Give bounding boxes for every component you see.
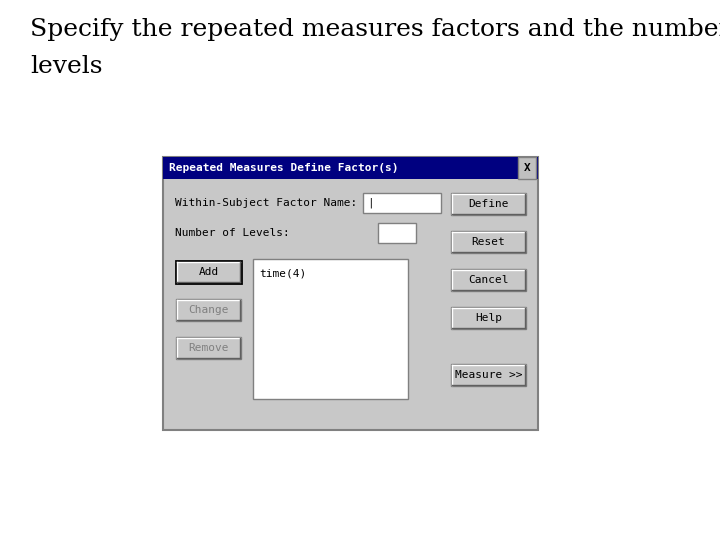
Text: time(4): time(4)	[259, 269, 306, 279]
Text: Specify the repeated measures factors and the number of: Specify the repeated measures factors an…	[30, 18, 720, 41]
Text: levels: levels	[30, 55, 102, 78]
Text: Within-Subject Factor Name:: Within-Subject Factor Name:	[175, 198, 357, 208]
Bar	[451, 231, 526, 253]
Text: Cancel: Cancel	[468, 275, 509, 285]
Text: Remove: Remove	[188, 343, 229, 353]
Text: Define: Define	[468, 199, 509, 209]
Text: Measure >>: Measure >>	[455, 370, 522, 380]
Text: X: X	[523, 163, 531, 173]
Text: Number of Levels:: Number of Levels:	[175, 228, 289, 238]
Bar	[253, 259, 408, 399]
Text: Help: Help	[475, 313, 502, 323]
Bar	[378, 223, 416, 243]
Bar	[451, 364, 526, 386]
Bar	[518, 157, 536, 179]
Bar	[163, 157, 538, 179]
Text: |: |	[367, 198, 374, 208]
Text: Repeated Measures Define Factor(s): Repeated Measures Define Factor(s)	[169, 163, 398, 173]
Bar	[451, 193, 526, 215]
Bar	[451, 269, 526, 291]
Text: Reset: Reset	[472, 237, 505, 247]
Text: Add: Add	[199, 267, 219, 277]
Bar	[176, 337, 241, 359]
Bar	[163, 157, 538, 430]
Bar	[176, 261, 241, 283]
Bar	[451, 307, 526, 329]
Text: Change: Change	[188, 305, 229, 315]
Bar	[176, 299, 241, 321]
Bar	[363, 193, 441, 213]
